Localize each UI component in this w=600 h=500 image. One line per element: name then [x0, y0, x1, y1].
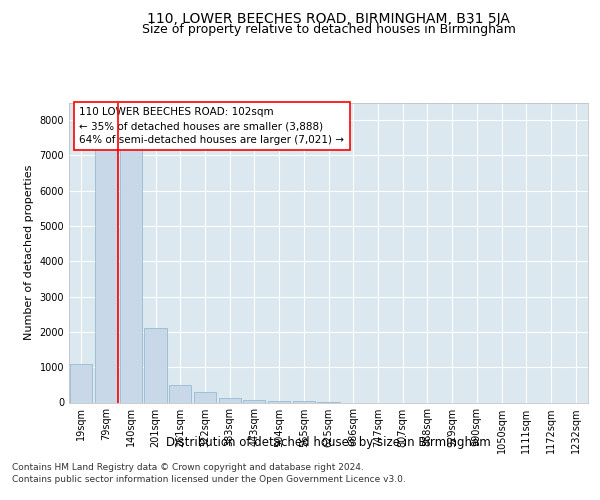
Bar — [119, 138, 142, 402]
Text: Size of property relative to detached houses in Birmingham: Size of property relative to detached ho… — [142, 22, 516, 36]
Text: Contains public sector information licensed under the Open Government Licence v3: Contains public sector information licen… — [12, 474, 406, 484]
Bar — [268, 400, 290, 402]
Text: 110, LOWER BEECHES ROAD, BIRMINGHAM, B31 5JA: 110, LOWER BEECHES ROAD, BIRMINGHAM, B31… — [148, 12, 510, 26]
Bar — [169, 385, 191, 402]
Text: Distribution of detached houses by size in Birmingham: Distribution of detached houses by size … — [166, 436, 491, 449]
Bar — [70, 364, 92, 403]
Text: 110 LOWER BEECHES ROAD: 102sqm
← 35% of detached houses are smaller (3,888)
64% : 110 LOWER BEECHES ROAD: 102sqm ← 35% of … — [79, 107, 344, 145]
Bar — [95, 138, 117, 402]
Bar — [218, 398, 241, 402]
Bar — [194, 392, 216, 402]
Text: Contains HM Land Registry data © Crown copyright and database right 2024.: Contains HM Land Registry data © Crown c… — [12, 464, 364, 472]
Bar — [243, 400, 265, 402]
Bar — [145, 328, 167, 402]
Y-axis label: Number of detached properties: Number of detached properties — [24, 165, 34, 340]
